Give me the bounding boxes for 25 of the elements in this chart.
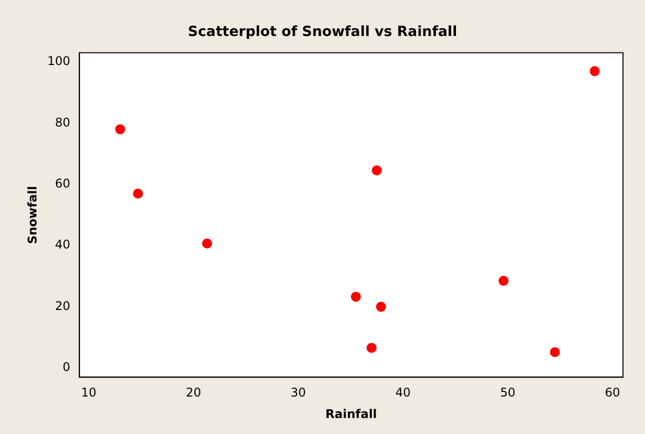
x-tick-label: 20: [186, 386, 202, 400]
point: [372, 165, 382, 176]
point: [350, 292, 361, 302]
y-tick-label: 20: [55, 298, 70, 313]
y-tick-label: 40: [55, 238, 70, 252]
point: [115, 124, 126, 134]
chart-title: Scatterplot of Snowfall vs Rainfall: [188, 24, 458, 40]
x-tick-label: 40: [395, 386, 411, 400]
y-axis-title: Snowfall: [25, 186, 40, 244]
point: [202, 238, 212, 248]
y-tick-label: 60: [55, 176, 70, 191]
y-tick-label: 100: [47, 54, 70, 68]
y-tick-label: 0: [62, 360, 70, 374]
point: [132, 188, 143, 199]
y-tick-label: 80: [55, 115, 70, 130]
point: [590, 66, 600, 76]
x-tick-label: 30: [290, 386, 306, 400]
point: [498, 276, 509, 286]
x-tick-label: 10: [81, 386, 96, 400]
x-tick-label: 50: [500, 386, 516, 400]
point: [550, 347, 560, 358]
x-axis-title: Rainfall: [325, 406, 377, 421]
x-tick-label: 60: [604, 386, 620, 400]
point: [366, 342, 377, 353]
point: [376, 302, 386, 312]
